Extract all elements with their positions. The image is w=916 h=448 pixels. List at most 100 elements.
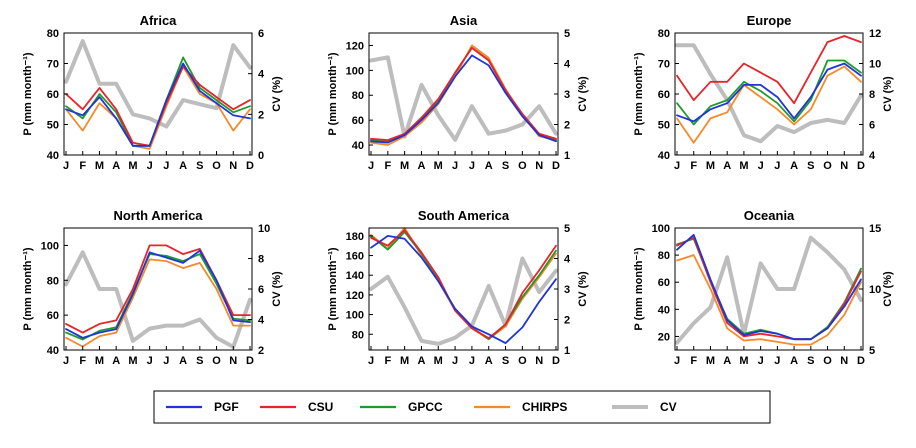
x-tick-label: J <box>63 160 69 172</box>
x-tick-label: J <box>63 355 69 367</box>
x-tick-label: M <box>739 160 748 172</box>
series-line-csu <box>65 244 251 334</box>
series-line-cv <box>369 256 558 346</box>
series-line-csu <box>370 229 557 340</box>
y-tick-label: 60 <box>658 277 670 289</box>
legend: PGF CSU GPCC CHIRPS CV <box>153 390 771 424</box>
x-tick-label: M <box>706 160 715 172</box>
y-tick-label: 80 <box>47 275 59 287</box>
plot-frame <box>63 32 253 156</box>
x-tick-label: A <box>417 355 425 367</box>
chart-title: Europe <box>747 13 792 28</box>
x-tick-label: D <box>246 355 254 367</box>
series-line-cv <box>675 235 863 345</box>
x-tick-label: O <box>518 160 527 172</box>
series-line-cv <box>369 55 558 142</box>
y-tick-label: 160 <box>346 251 364 263</box>
x-tick-label: A <box>179 160 187 172</box>
y2-tick-label: 6 <box>258 284 264 296</box>
x-tick-label: D <box>857 355 865 367</box>
x-tick-label: J <box>469 160 475 172</box>
plot-frame <box>674 32 864 156</box>
x-tick-label: A <box>112 160 120 172</box>
x-tick-label: M <box>400 160 409 172</box>
y2-tick-label: 1 <box>564 150 570 162</box>
plot-frame <box>63 227 253 351</box>
x-tick-label: M <box>95 355 104 367</box>
y-axis-label: P (mm month⁻¹) <box>327 247 339 331</box>
x-tick-label: J <box>368 355 374 367</box>
x-tick-label: F <box>79 160 86 172</box>
x-tick-label: J <box>163 355 169 367</box>
y2-tick-label: 8 <box>869 89 875 101</box>
y-tick-label: 80 <box>658 28 670 40</box>
x-tick-label: N <box>535 355 543 367</box>
x-tick-label: A <box>723 355 731 367</box>
x-tick-label: D <box>246 160 254 172</box>
x-tick-label: A <box>790 355 798 367</box>
y2-tick-label: 10 <box>869 284 881 296</box>
series-line-csu <box>676 35 862 105</box>
series-line-pgf <box>676 233 862 341</box>
x-tick-label: M <box>739 355 748 367</box>
x-tick-label: D <box>552 355 560 367</box>
y-tick-label: 100 <box>652 223 670 235</box>
x-tick-label: O <box>212 355 221 367</box>
y-tick-label: 40 <box>658 150 670 162</box>
x-tick-label: N <box>229 160 237 172</box>
x-tick-label: O <box>212 160 221 172</box>
y2-tick-label: 4 <box>564 254 571 266</box>
y-tick-label: 100 <box>346 310 364 322</box>
y-tick-label: 100 <box>346 65 364 77</box>
x-tick-label: M <box>95 160 104 172</box>
x-tick-label: S <box>807 355 814 367</box>
series-line-gpcc <box>676 59 862 126</box>
x-tick-label: F <box>384 355 391 367</box>
x-tick-label: J <box>147 160 153 172</box>
y-tick-label: 60 <box>47 89 59 101</box>
y-tick-label: 140 <box>346 270 364 282</box>
y-tick-label: 40 <box>658 304 670 316</box>
series-line-csu <box>676 236 862 341</box>
x-tick-label: S <box>502 355 509 367</box>
y-tick-label: 40 <box>352 140 364 152</box>
series-line-pgf <box>65 249 251 339</box>
x-tick-label: A <box>112 355 120 367</box>
y2-tick-label: 5 <box>564 28 570 40</box>
x-tick-label: A <box>417 160 425 172</box>
legend-label-cv: CV <box>660 400 677 414</box>
series-line-gpcc <box>676 237 862 341</box>
y-axis-label: P (mm month⁻¹) <box>22 52 34 136</box>
y-axis-label: P (mm month⁻¹) <box>633 52 645 136</box>
y2-tick-label: 15 <box>869 223 881 235</box>
x-tick-label: M <box>706 355 715 367</box>
series-line-pgf <box>370 234 557 345</box>
y2-tick-label: 5 <box>564 223 570 235</box>
x-tick-label: M <box>400 355 409 367</box>
x-tick-label: J <box>469 355 475 367</box>
series-line-cv <box>675 43 863 144</box>
y2-tick-label: 0 <box>258 150 264 162</box>
x-tick-label: J <box>163 160 169 172</box>
x-tick-label: A <box>485 160 493 172</box>
y2-tick-label: 1 <box>564 345 570 357</box>
x-tick-label: F <box>690 160 697 172</box>
legend-box <box>153 390 771 424</box>
x-tick-label: D <box>857 160 865 172</box>
x-tick-label: M <box>128 160 137 172</box>
y-tick-label: 180 <box>346 231 364 243</box>
y2-axis-label: CV (%) <box>882 76 894 112</box>
x-tick-label: J <box>674 355 680 367</box>
y-tick-label: 120 <box>346 290 364 302</box>
x-tick-label: M <box>128 355 137 367</box>
y2-tick-label: 4 <box>258 69 265 81</box>
y2-axis-label: CV (%) <box>882 271 894 307</box>
series-line-chirps <box>676 254 862 346</box>
y2-tick-label: 2 <box>258 109 264 121</box>
x-tick-label: S <box>196 160 203 172</box>
